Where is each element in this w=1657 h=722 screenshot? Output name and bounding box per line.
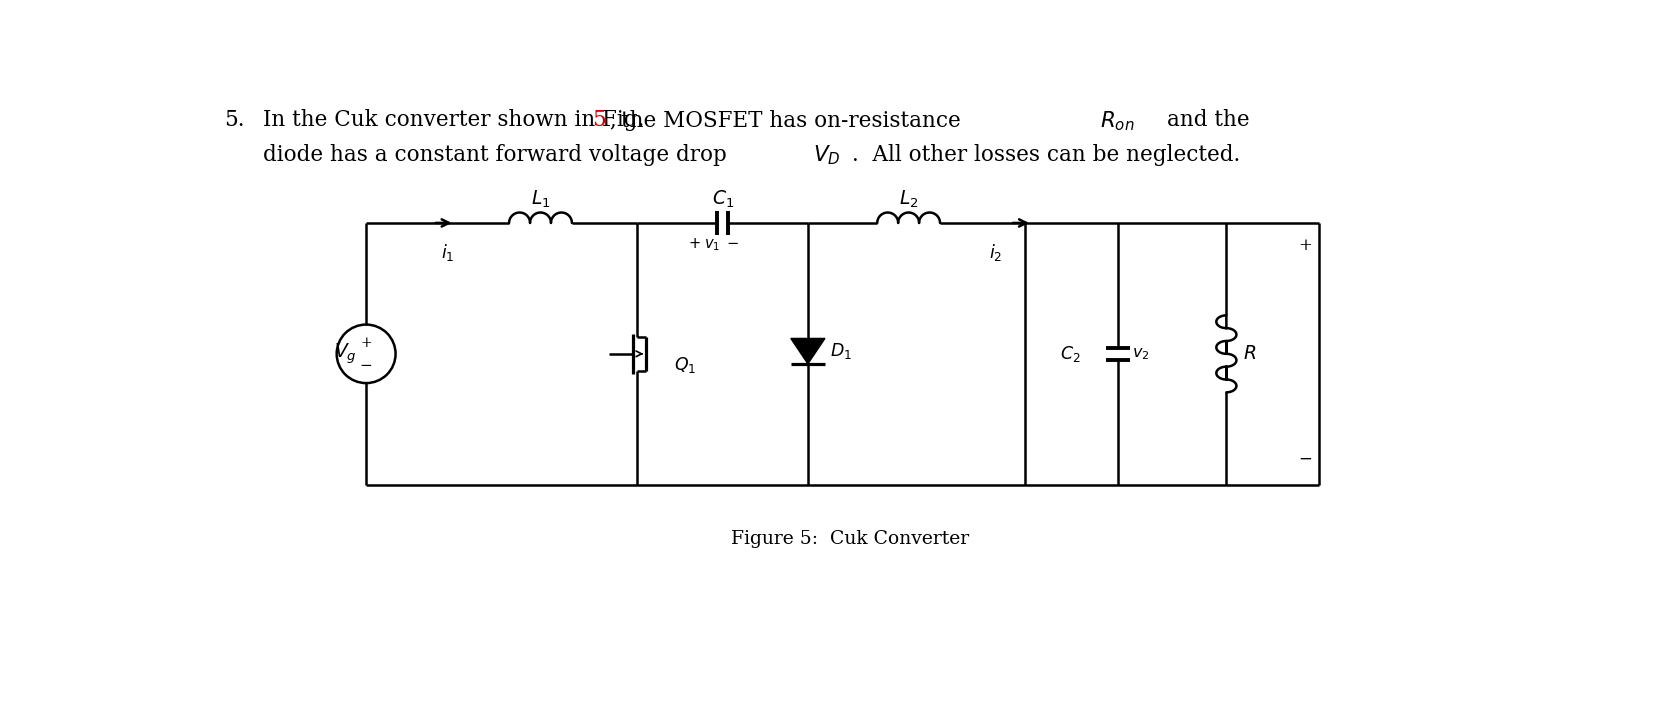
Text: $D_1$: $D_1$ bbox=[828, 341, 852, 361]
Polygon shape bbox=[790, 339, 825, 364]
Text: $R_{\mathit{on}}$: $R_{\mathit{on}}$ bbox=[1099, 109, 1133, 133]
Text: $Q_1$: $Q_1$ bbox=[673, 355, 696, 375]
Text: $C_2$: $C_2$ bbox=[1059, 344, 1080, 364]
Text: $V_D$: $V_D$ bbox=[812, 144, 840, 168]
Text: +: + bbox=[1297, 237, 1312, 254]
Text: $L_2$: $L_2$ bbox=[898, 188, 918, 210]
Text: $C_1$: $C_1$ bbox=[711, 188, 734, 210]
Text: −: − bbox=[360, 359, 373, 373]
Text: , the MOSFET has on-resistance: , the MOSFET has on-resistance bbox=[610, 109, 964, 131]
Text: +: + bbox=[360, 336, 371, 350]
Text: and the: and the bbox=[1167, 109, 1249, 131]
Text: 5: 5 bbox=[592, 109, 606, 131]
Text: diode has a constant forward voltage drop: diode has a constant forward voltage dro… bbox=[263, 144, 731, 165]
Text: $R$: $R$ bbox=[1243, 345, 1256, 363]
Text: 5.: 5. bbox=[224, 109, 245, 131]
Text: $i_2$: $i_2$ bbox=[988, 242, 1001, 264]
Text: Figure 5:  Cuk Converter: Figure 5: Cuk Converter bbox=[731, 530, 968, 547]
Text: In the Cuk converter shown in Fig.: In the Cuk converter shown in Fig. bbox=[263, 109, 648, 131]
Text: $+\;v_1\;-$: $+\;v_1\;-$ bbox=[688, 237, 739, 253]
Text: .  All other losses can be neglected.: . All other losses can be neglected. bbox=[852, 144, 1239, 165]
Text: $L_1$: $L_1$ bbox=[530, 188, 550, 210]
Text: $V_g$: $V_g$ bbox=[335, 342, 356, 366]
Text: $i_1$: $i_1$ bbox=[441, 242, 454, 264]
Text: $v_2$: $v_2$ bbox=[1132, 345, 1148, 362]
Text: −: − bbox=[1297, 451, 1312, 468]
